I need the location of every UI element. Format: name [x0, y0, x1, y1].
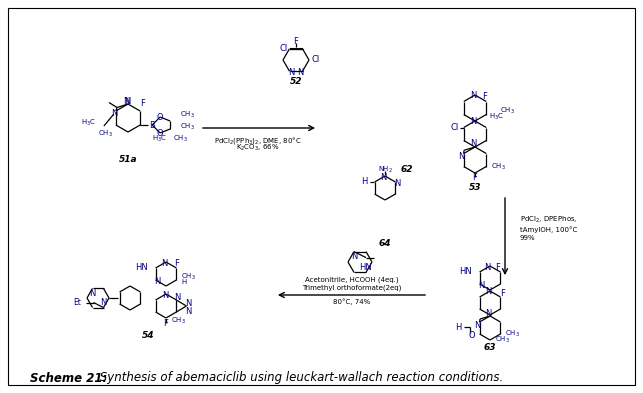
Text: H: H: [181, 279, 186, 285]
Text: N: N: [485, 288, 491, 296]
Text: H$_3$C: H$_3$C: [489, 111, 504, 121]
Text: O: O: [157, 129, 163, 138]
Text: H$_3$C: H$_3$C: [81, 118, 96, 128]
Text: H: H: [455, 323, 462, 332]
Text: tAmylOH, 100°C: tAmylOH, 100°C: [520, 227, 577, 233]
Text: 64: 64: [379, 239, 391, 248]
Text: F: F: [163, 320, 168, 329]
Text: N: N: [162, 290, 168, 299]
Text: O: O: [157, 112, 163, 121]
Text: N: N: [111, 110, 117, 119]
Text: O: O: [468, 331, 475, 340]
Text: Scheme 21:: Scheme 21:: [30, 371, 107, 384]
Text: N: N: [89, 289, 96, 298]
Text: N: N: [394, 178, 401, 187]
Text: PdCl$_2$(PPh$_3$)$_2$, DME, 80°C: PdCl$_2$(PPh$_3$)$_2$, DME, 80°C: [214, 134, 302, 145]
Text: CH$_3$: CH$_3$: [180, 122, 195, 132]
Text: H$_3$C: H$_3$C: [152, 134, 167, 144]
Text: 63: 63: [484, 343, 496, 353]
Text: CH$_3$: CH$_3$: [171, 316, 186, 326]
Text: CH$_3$: CH$_3$: [181, 272, 196, 282]
Text: N: N: [161, 259, 167, 268]
Text: F: F: [482, 92, 487, 101]
Text: 62: 62: [401, 165, 413, 174]
Text: N: N: [154, 277, 161, 285]
Text: F: F: [495, 263, 500, 272]
Text: N: N: [351, 252, 358, 261]
Text: F: F: [174, 259, 179, 268]
Text: N: N: [478, 281, 485, 290]
Text: N: N: [484, 263, 490, 272]
Text: F: F: [500, 288, 505, 298]
Text: N: N: [185, 299, 192, 307]
Text: Synthesis of abemaciclib using leuckart-wallach reaction conditions.: Synthesis of abemaciclib using leuckart-…: [96, 371, 503, 384]
Text: 51a: 51a: [119, 156, 138, 165]
Text: N: N: [123, 97, 129, 105]
Text: B: B: [149, 121, 155, 130]
Text: K$_2$CO$_3$, 66%: K$_2$CO$_3$, 66%: [237, 143, 280, 153]
Text: 53: 53: [469, 184, 481, 193]
Text: Et: Et: [74, 298, 82, 307]
Text: HN: HN: [359, 263, 372, 272]
Text: CH$_3$: CH$_3$: [505, 329, 520, 339]
Text: 52: 52: [290, 77, 302, 86]
Text: N: N: [475, 321, 481, 329]
Text: HN: HN: [135, 263, 148, 272]
Text: Trimethyl orthoformate(2eq): Trimethyl orthoformate(2eq): [302, 285, 402, 291]
Text: N: N: [470, 92, 476, 101]
Text: N: N: [288, 68, 294, 77]
Text: N: N: [185, 307, 192, 316]
Text: CH$_3$: CH$_3$: [173, 134, 188, 144]
Text: N: N: [297, 68, 303, 77]
Text: F: F: [140, 99, 145, 108]
Text: Cl: Cl: [279, 44, 287, 53]
Text: CH$_3$: CH$_3$: [180, 110, 195, 120]
Text: H: H: [361, 178, 368, 187]
Text: CH$_3$: CH$_3$: [491, 162, 506, 172]
Text: N: N: [470, 140, 476, 149]
Text: 80°C, 74%: 80°C, 74%: [333, 299, 370, 305]
Text: N: N: [485, 309, 491, 318]
Text: 54: 54: [141, 332, 154, 340]
Text: N: N: [100, 298, 107, 307]
Text: CH$_3$: CH$_3$: [495, 335, 510, 345]
Text: N: N: [174, 294, 181, 303]
Text: N: N: [458, 152, 465, 161]
Text: Cl: Cl: [451, 123, 458, 132]
Text: HN: HN: [459, 268, 471, 277]
Text: F: F: [473, 173, 478, 182]
Text: Cl: Cl: [311, 55, 320, 64]
Text: PdCl$_2$, DPEPhos,: PdCl$_2$, DPEPhos,: [520, 215, 577, 225]
Text: Acetonitrile, HCOOH (4eq.): Acetonitrile, HCOOH (4eq.): [305, 277, 399, 283]
Text: F: F: [294, 37, 298, 46]
Text: CH$_3$: CH$_3$: [500, 105, 515, 116]
Text: N: N: [124, 97, 130, 107]
Text: 99%: 99%: [520, 235, 536, 241]
Text: NH$_2$: NH$_2$: [377, 165, 392, 175]
Text: N: N: [470, 118, 476, 127]
Text: CH$_3$: CH$_3$: [98, 129, 113, 139]
Text: N: N: [380, 173, 386, 182]
